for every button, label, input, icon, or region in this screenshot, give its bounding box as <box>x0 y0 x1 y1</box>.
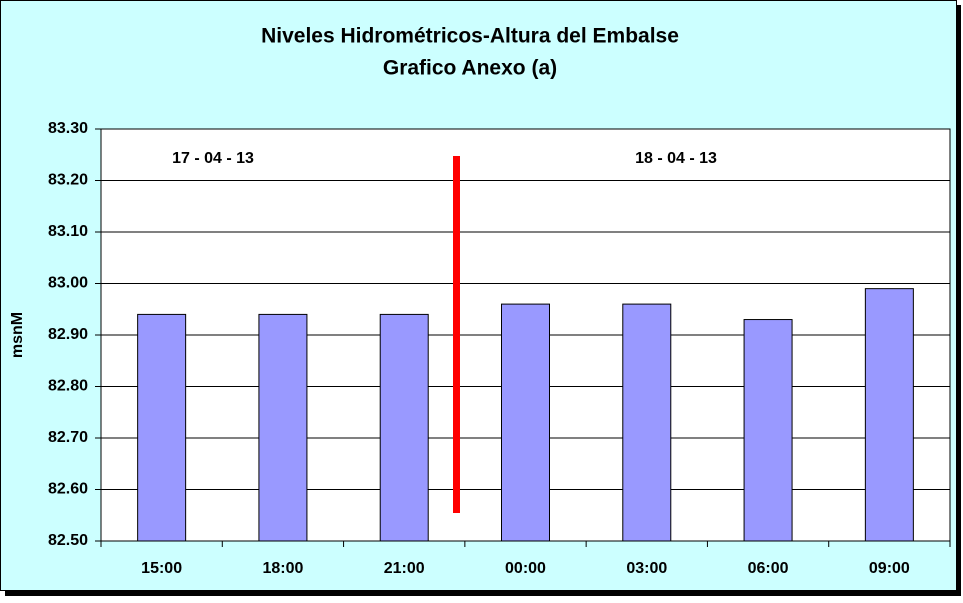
x-tick-label: 06:00 <box>748 560 789 577</box>
x-tick-label: 18:00 <box>262 560 303 577</box>
bar <box>743 319 793 542</box>
y-tick-label: 83.30 <box>48 120 88 137</box>
y-tick-label: 83.20 <box>48 172 88 189</box>
x-tick-label: 09:00 <box>869 560 910 577</box>
x-tick-label: 03:00 <box>626 560 667 577</box>
y-tick-label: 82.60 <box>48 481 88 498</box>
bar <box>137 313 187 542</box>
bar <box>501 303 550 542</box>
annotation: 18 - 04 - 13 <box>635 150 717 167</box>
x-tick-label: 00:00 <box>505 560 546 577</box>
bar <box>622 303 672 542</box>
y-tick-label: 82.80 <box>48 378 88 395</box>
x-tick-label: 21:00 <box>384 560 425 577</box>
y-tick-label: 82.90 <box>48 326 88 343</box>
y-tick-label: 82.50 <box>48 532 88 549</box>
annotation: 17 - 04 - 13 <box>172 150 254 167</box>
date-separator <box>453 156 460 513</box>
y-tick-label: 82.70 <box>48 429 88 446</box>
y-tick-label: 83.10 <box>48 223 88 240</box>
bar <box>864 288 914 542</box>
bar <box>258 313 308 542</box>
y-axis-label: msnM <box>9 312 26 358</box>
chart-subtitle: Grafico Anexo (a) <box>383 57 557 80</box>
bar <box>379 313 429 542</box>
chart-title: Niveles Hidrométricos-Altura del Embalse <box>261 25 679 48</box>
y-tick-label: 83.00 <box>48 275 88 292</box>
x-tick-label: 15:00 <box>141 560 182 577</box>
